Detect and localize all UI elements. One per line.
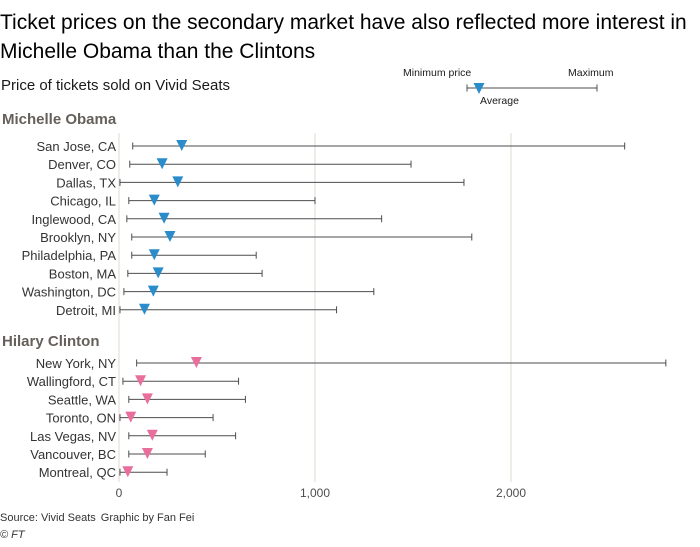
- x-axis: 0 1,000 2,000: [116, 486, 527, 500]
- average-marker: [164, 231, 176, 242]
- source-note: Source: Vivid Seats Graphic by Fan Fei: [0, 512, 194, 524]
- x-tick-label: 1,000: [300, 486, 330, 500]
- average-marker: [148, 194, 160, 206]
- graphic-credit: Graphic by Fan Fei: [100, 512, 195, 524]
- average-marker: [148, 249, 160, 261]
- ft-credit: © FT: [0, 529, 25, 541]
- average-marker: [141, 393, 153, 405]
- x-tick-label: 0: [116, 486, 123, 500]
- average-marker: [147, 285, 159, 297]
- average-marker: [122, 466, 134, 478]
- row-label: Chicago, IL: [50, 194, 116, 209]
- row-label: Vancouver, BC: [30, 447, 116, 462]
- average-marker: [138, 303, 150, 315]
- row-label: Wallingford, CT: [27, 374, 116, 389]
- row-label: Brooklyn, NY: [40, 230, 116, 245]
- average-marker: [141, 448, 153, 459]
- row-label: Dallas, TX: [56, 175, 116, 190]
- row-label: Seattle, WA: [48, 392, 116, 407]
- row-label: San Jose, CA: [37, 139, 117, 154]
- chart-title: Ticket prices on the secondary market ha…: [0, 11, 687, 63]
- row-label: Denver, CO: [48, 157, 116, 172]
- legend-key: Minimum price Maximum Average: [403, 67, 614, 107]
- average-marker: [152, 267, 164, 279]
- average-marker: [135, 375, 147, 387]
- average-marker: [172, 176, 184, 188]
- row-label: Washington, DC: [22, 285, 116, 300]
- source-text: Source: Vivid Seats: [0, 512, 96, 524]
- row-label: Philadelphia, PA: [22, 248, 117, 263]
- legend-min-label: Minimum price: [403, 67, 471, 79]
- row-label: Toronto, ON: [46, 411, 116, 426]
- average-marker: [176, 140, 188, 151]
- chart-subtitle: Price of tickets sold on Vivid Seats: [1, 77, 230, 94]
- row-label: Detroit, MI: [56, 303, 116, 318]
- legend-average-marker: [473, 83, 485, 94]
- data-rows: Michelle Obama San Jose, CA Denver, CO Dall…: [2, 111, 667, 480]
- group-label: Michelle Obama: [2, 111, 117, 128]
- legend-max-label: Maximum: [568, 67, 614, 79]
- range-dot-chart: Minimum price Maximum Average Michelle O…: [2, 67, 667, 500]
- average-marker: [125, 411, 137, 423]
- row-label: New York, NY: [36, 356, 117, 371]
- average-marker: [190, 357, 202, 368]
- row-label: Inglewood, CA: [31, 212, 116, 227]
- row-label: Boston, MA: [49, 266, 117, 281]
- gridlines: [118, 133, 512, 482]
- average-marker: [158, 212, 170, 224]
- legend-average-label: Average: [480, 95, 519, 107]
- average-marker: [146, 429, 158, 441]
- average-marker: [156, 158, 168, 170]
- x-tick-label: 2,000: [496, 486, 526, 500]
- group-label: Hilary Clinton: [2, 333, 100, 350]
- row-label: Montreal, QC: [39, 465, 116, 480]
- row-label: Las Vegas, NV: [30, 429, 116, 444]
